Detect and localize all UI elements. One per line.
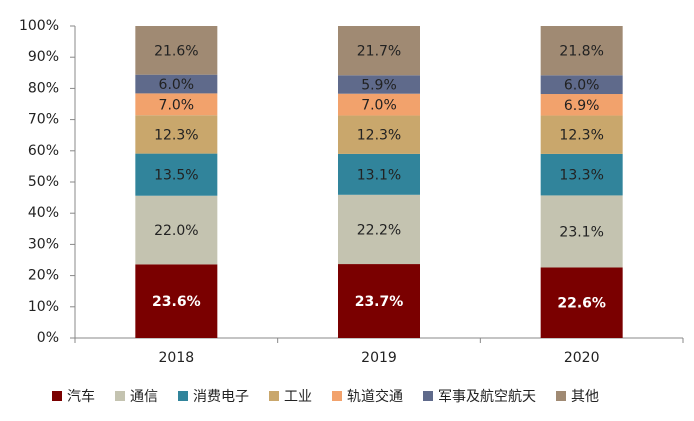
data-label: 22.6% — [557, 296, 606, 312]
bar-segment — [135, 115, 218, 154]
y-tick-label: 30% — [28, 236, 59, 252]
data-label: 23.1% — [559, 224, 603, 240]
data-label: 6.0% — [159, 77, 195, 93]
legend-swatch — [178, 391, 188, 401]
bar-segment — [135, 264, 218, 338]
y-tick-label: 0% — [37, 330, 59, 346]
bar-segment — [540, 115, 623, 154]
bar-segment — [135, 93, 218, 116]
bar-segment — [135, 195, 218, 265]
data-label: 13.1% — [357, 167, 401, 183]
data-label: 13.3% — [559, 168, 603, 184]
y-tick-label: 80% — [28, 80, 59, 96]
data-label: 23.6% — [152, 294, 201, 310]
data-label: 7.0% — [159, 97, 195, 113]
bars — [135, 26, 623, 338]
bar-segment — [135, 26, 218, 75]
legend-label: 轨道交通 — [347, 388, 403, 405]
legend-swatch — [423, 391, 433, 401]
data-label: 21.7% — [357, 44, 401, 60]
bar-segment — [338, 194, 420, 265]
legend-label: 其他 — [571, 389, 599, 405]
data-label: 22.0% — [154, 223, 198, 239]
x-tick-label: 2019 — [361, 350, 397, 366]
data-label: 6.0% — [564, 78, 600, 94]
legend-label: 汽车 — [67, 388, 95, 405]
y-tick-label: 100% — [19, 18, 59, 34]
legend-swatch — [556, 391, 566, 401]
bar-segment — [135, 74, 218, 94]
data-label: 6.9% — [564, 98, 600, 114]
bar-segment — [338, 115, 420, 154]
y-tick-label: 60% — [28, 143, 59, 159]
y-tick-label: 40% — [28, 205, 59, 221]
data-label: 23.7% — [355, 294, 404, 310]
y-tick-label: 20% — [28, 268, 59, 284]
y-tick-label: 50% — [28, 174, 59, 190]
data-label: 12.3% — [357, 128, 401, 144]
data-label: 5.9% — [361, 78, 397, 94]
data-label: 21.6% — [154, 43, 198, 59]
bar-segment — [338, 93, 420, 116]
bar-segment — [540, 153, 623, 196]
bar-segment — [338, 264, 420, 338]
bar-segment — [338, 75, 420, 94]
y-tick-label: 10% — [28, 299, 59, 315]
bar-segment — [338, 153, 420, 195]
bar-segment — [540, 26, 623, 76]
data-label: 13.5% — [154, 168, 198, 184]
x-tick-label: 2020 — [564, 350, 600, 366]
data-label: 12.3% — [154, 127, 198, 143]
legend-label: 工业 — [284, 389, 312, 405]
data-label: 12.3% — [559, 128, 603, 144]
y-tick-label: 70% — [28, 112, 59, 128]
bar-segment — [540, 267, 623, 338]
bar-segment — [540, 195, 623, 268]
bar-segment — [338, 26, 420, 76]
x-tick-label: 2018 — [159, 350, 195, 366]
bar-segment — [540, 94, 623, 116]
legend-label: 通信 — [130, 389, 158, 405]
legend-swatch — [332, 391, 342, 401]
bar-segment — [540, 75, 623, 95]
y-tick-label: 90% — [28, 49, 59, 65]
bar-segment — [135, 153, 218, 196]
legend-label: 消费电子 — [193, 389, 249, 405]
data-label: 7.0% — [361, 98, 397, 114]
legend-swatch — [115, 391, 125, 401]
legend-swatch — [52, 391, 62, 401]
legend-label: 军事及航空航天 — [438, 389, 536, 405]
data-label: 21.8% — [559, 44, 603, 60]
legend-swatch — [269, 391, 279, 401]
data-label: 22.2% — [357, 222, 401, 238]
